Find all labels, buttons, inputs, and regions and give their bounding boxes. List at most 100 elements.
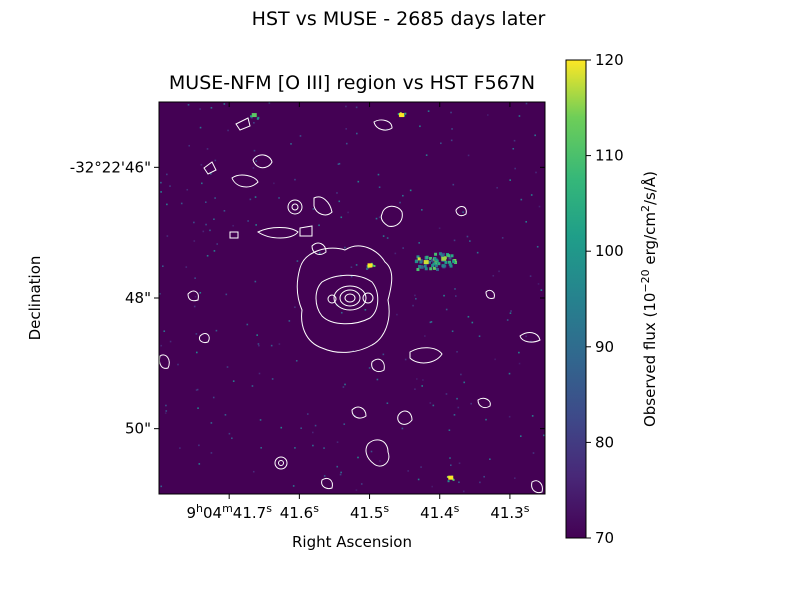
x-tick-label-num: 04: [203, 504, 222, 522]
noise-pixel: [214, 159, 217, 162]
y-tick-label: -32°22'46": [70, 158, 151, 176]
noise-pixel: [294, 447, 296, 449]
noise-pixel: [200, 163, 203, 166]
noise-pixel: [412, 304, 414, 307]
noise-pixel: [519, 435, 522, 437]
source-pixel: [404, 112, 407, 115]
noise-pixel: [256, 334, 258, 336]
x-tick-label-unit: s: [524, 502, 530, 515]
noise-pixel: [360, 483, 363, 485]
noise-pixel: [364, 309, 367, 311]
noise-pixel: [345, 142, 348, 145]
noise-pixel: [449, 464, 452, 467]
x-tick-label: 41.4s: [420, 502, 459, 522]
source-pixel: [434, 252, 438, 256]
noise-pixel: [160, 191, 162, 193]
contour-blob: [519, 332, 541, 343]
contour-blob: [229, 231, 239, 239]
colorbar: [565, 59, 587, 539]
source-pixel: [424, 267, 428, 271]
noise-pixel: [496, 186, 498, 189]
noise-pixel: [489, 458, 491, 461]
contour-blob: [313, 196, 333, 216]
contour-blob: [231, 174, 259, 188]
noise-pixel: [355, 489, 358, 491]
noise-pixel: [345, 105, 347, 108]
noise-pixel: [429, 321, 432, 324]
noise-pixel: [195, 389, 198, 391]
noise-pixel: [542, 434, 545, 437]
noise-pixel: [506, 319, 509, 321]
noise-pixel: [469, 240, 471, 242]
noise-pixel: [350, 275, 353, 278]
noise-pixel: [532, 452, 535, 454]
noise-pixel: [166, 173, 168, 176]
source-pixel: [437, 262, 441, 266]
noise-pixel: [357, 180, 360, 183]
source-core: [448, 475, 454, 480]
x-tick-label-unit: s: [383, 502, 389, 515]
noise-pixel: [278, 343, 281, 345]
x-tick-label: 41.3s: [490, 502, 529, 522]
contour-blob: [203, 161, 217, 175]
source-core: [441, 256, 447, 261]
noise-pixel: [194, 277, 196, 279]
noise-pixel: [163, 330, 166, 333]
noise-pixel: [470, 402, 473, 405]
noise-pixel: [508, 372, 511, 375]
noise-pixel: [249, 198, 252, 201]
noise-pixel: [448, 429, 451, 432]
source-core: [399, 113, 405, 118]
noise-pixel: [450, 139, 453, 142]
noise-pixel: [375, 217, 378, 220]
x-tick-label: 41.5s: [350, 502, 389, 522]
noise-pixel: [188, 144, 191, 147]
noise-pixel: [370, 450, 373, 453]
contour-blob: [159, 354, 170, 369]
source-pixel: [454, 261, 458, 265]
noise-pixel: [353, 414, 356, 417]
noise-pixel: [462, 211, 464, 213]
noise-pixel: [401, 427, 404, 430]
noise-pixel: [466, 235, 469, 238]
noise-pixel: [456, 397, 458, 400]
noise-pixel: [467, 154, 470, 157]
noise-pixel: [518, 351, 520, 354]
noise-pixel: [166, 235, 169, 237]
noise-pixel: [215, 329, 218, 332]
noise-pixel: [177, 363, 179, 366]
noise-pixel: [290, 143, 292, 145]
colorbar-tick-label: 90: [595, 338, 614, 356]
noise-pixel: [463, 381, 466, 384]
noise-pixel: [514, 167, 516, 170]
bright-sources: [249, 112, 458, 483]
noise-pixel: [417, 478, 420, 481]
contour-blob: [321, 477, 333, 489]
noise-pixel: [396, 313, 398, 316]
noise-pixel: [195, 351, 198, 354]
source-pixel: [431, 264, 435, 268]
contour-blob: [311, 242, 327, 255]
contour-core-1: [333, 285, 367, 311]
noise-pixel: [254, 196, 257, 198]
colorbar-tick-label: 110: [595, 147, 624, 165]
noise-pixel: [531, 415, 534, 417]
noise-pixel: [232, 224, 234, 227]
noise-pixel: [209, 229, 211, 232]
colorbar-tick-label: 80: [595, 433, 614, 451]
noise-pixel: [404, 358, 407, 361]
noise-pixel: [357, 456, 359, 459]
noise-pixel: [430, 321, 433, 323]
source-pixel: [440, 254, 444, 258]
noise-pixel: [210, 106, 213, 109]
noise-pixel: [270, 344, 273, 347]
noise-pixel: [453, 239, 456, 242]
noise-pixel: [227, 129, 229, 132]
source-pixel: [397, 113, 400, 116]
noise-pixel: [251, 385, 254, 387]
noise-pixel: [520, 198, 523, 201]
source-pixel: [432, 262, 436, 266]
source-pixel: [438, 252, 442, 256]
noise-pixel: [471, 321, 474, 324]
